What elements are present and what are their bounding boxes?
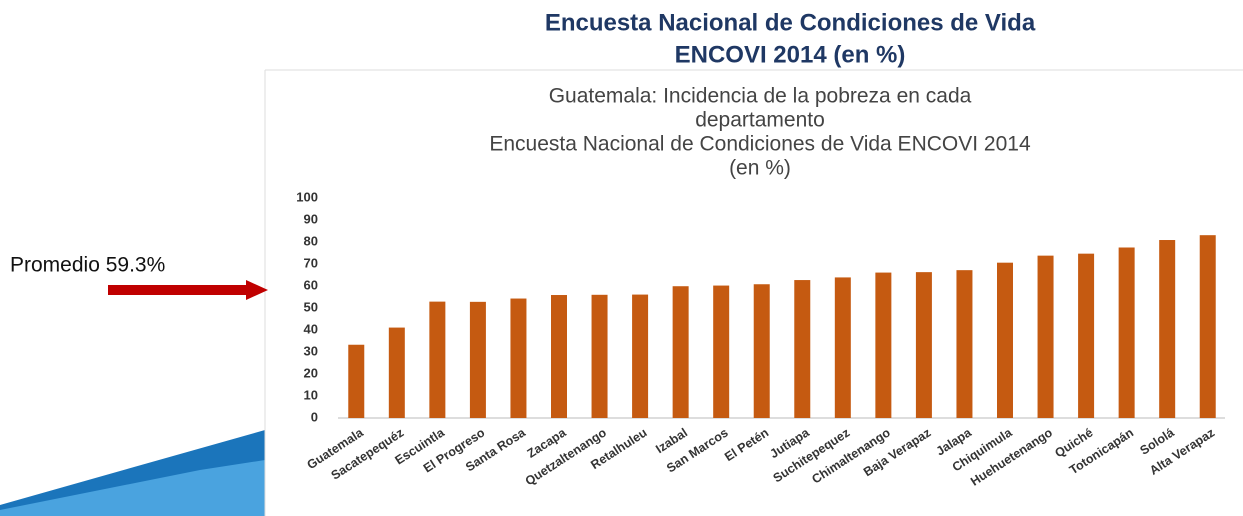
bar xyxy=(1118,247,1135,418)
bar xyxy=(1037,255,1054,418)
bar xyxy=(348,344,365,418)
arrow-head xyxy=(246,280,268,300)
bar xyxy=(510,298,527,418)
bar xyxy=(997,262,1013,418)
bar xyxy=(551,295,567,418)
bar xyxy=(875,272,892,418)
bar xyxy=(591,294,608,418)
y-tick-label: 10 xyxy=(304,387,318,402)
arrow xyxy=(108,285,248,295)
slide-title: Encuesta Nacional de Condiciones de Vida xyxy=(545,9,1036,36)
chart-title: Encuesta Nacional de Condiciones de Vida… xyxy=(489,133,1031,156)
chart-title: (en %) xyxy=(729,157,791,180)
y-tick-label: 0 xyxy=(311,409,318,424)
bar xyxy=(794,280,811,418)
slide-title: ENCOVI 2014 (en %) xyxy=(675,41,906,68)
bar xyxy=(753,284,770,418)
bar xyxy=(956,270,973,418)
bar xyxy=(632,294,649,418)
bar xyxy=(388,327,405,418)
y-tick-label: 70 xyxy=(304,255,318,270)
y-tick-label: 100 xyxy=(296,189,318,204)
y-tick-label: 20 xyxy=(304,365,318,380)
y-tick-label: 90 xyxy=(304,211,318,226)
bar xyxy=(1078,253,1095,418)
chart-title: Guatemala: Incidencia de la pobreza en c… xyxy=(549,85,972,108)
bar xyxy=(713,285,730,418)
y-tick-label: 60 xyxy=(304,277,318,292)
y-tick-label: 30 xyxy=(304,343,318,358)
bar xyxy=(469,301,486,418)
bar xyxy=(834,277,851,418)
bar xyxy=(915,272,932,418)
annotation: Promedio 59.3% xyxy=(10,254,165,277)
decor-shape xyxy=(0,460,265,516)
bar xyxy=(1199,235,1216,418)
chart-title: departamento xyxy=(695,109,825,132)
bar xyxy=(672,286,689,418)
y-tick-label: 50 xyxy=(304,299,318,314)
bar xyxy=(1159,240,1176,418)
y-tick-label: 40 xyxy=(304,321,318,336)
bar xyxy=(429,301,446,418)
y-tick-label: 80 xyxy=(304,233,318,248)
